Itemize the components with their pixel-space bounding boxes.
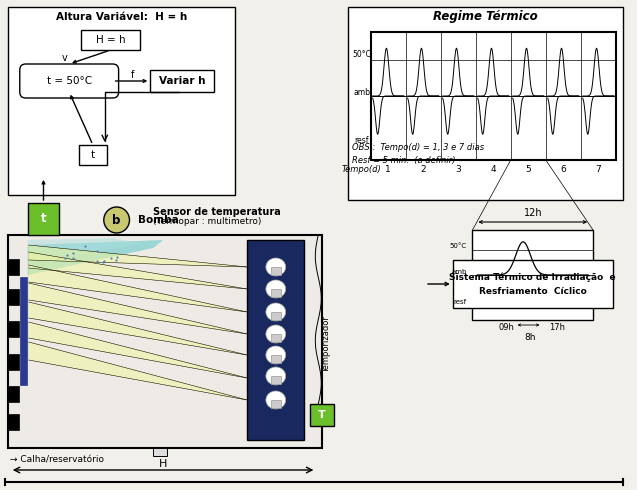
Bar <box>8 321 18 337</box>
Text: H: H <box>159 459 168 469</box>
Ellipse shape <box>266 303 285 321</box>
Bar <box>271 267 281 275</box>
Ellipse shape <box>266 280 285 298</box>
Text: t: t <box>91 150 95 160</box>
Polygon shape <box>29 265 247 312</box>
Text: f: f <box>131 70 134 80</box>
Bar <box>310 404 334 426</box>
Text: Bomba: Bomba <box>138 215 179 225</box>
Bar <box>271 312 281 320</box>
Polygon shape <box>29 245 247 267</box>
Ellipse shape <box>266 346 285 364</box>
Bar <box>8 289 18 305</box>
Bar <box>8 235 322 448</box>
Text: Sistema Térmico de Irradiação  e: Sistema Térmico de Irradiação e <box>450 272 616 282</box>
Bar <box>371 32 616 160</box>
Text: b: b <box>113 214 121 226</box>
Bar <box>8 414 18 430</box>
Text: 12h: 12h <box>524 208 542 218</box>
Polygon shape <box>27 238 143 262</box>
Bar <box>79 145 107 165</box>
Text: Temporizador: Temporizador <box>322 317 331 373</box>
Polygon shape <box>29 252 247 289</box>
Text: resf: resf <box>454 299 466 305</box>
Text: 3: 3 <box>455 166 461 174</box>
Polygon shape <box>29 342 247 400</box>
Text: 2: 2 <box>420 166 426 174</box>
Bar <box>271 334 281 342</box>
Text: resf: resf <box>355 136 369 146</box>
Text: 8h: 8h <box>525 333 536 342</box>
Bar <box>453 260 613 308</box>
Ellipse shape <box>266 367 285 385</box>
Polygon shape <box>29 322 247 378</box>
Text: 7: 7 <box>596 166 601 174</box>
Text: amb: amb <box>451 269 466 275</box>
Text: Tempo(d): Tempo(d) <box>342 166 382 174</box>
Text: (Termopar : multimetro): (Termopar : multimetro) <box>154 218 262 226</box>
Bar <box>81 30 140 50</box>
Text: t = 50°C: t = 50°C <box>47 76 92 86</box>
Circle shape <box>104 207 129 233</box>
Bar <box>8 354 18 370</box>
Text: Sensor de temperatura: Sensor de temperatura <box>154 207 281 217</box>
Text: 5: 5 <box>526 166 531 174</box>
FancyBboxPatch shape <box>20 64 118 98</box>
Text: → Calha/reservatório: → Calha/reservatório <box>10 456 104 465</box>
Text: T: T <box>318 410 326 420</box>
Text: amb: amb <box>354 89 370 98</box>
Polygon shape <box>29 283 247 334</box>
Text: OBS.:  Tempo(d) = 1, 3 e 7 dias: OBS.: Tempo(d) = 1, 3 e 7 dias <box>352 144 484 152</box>
Text: v: v <box>61 53 68 63</box>
Bar <box>20 277 27 385</box>
Bar <box>271 376 281 384</box>
Ellipse shape <box>266 325 285 343</box>
Polygon shape <box>27 240 163 275</box>
Text: 50°C: 50°C <box>352 49 371 59</box>
Text: 6: 6 <box>561 166 566 174</box>
Text: 4: 4 <box>490 166 496 174</box>
Polygon shape <box>29 302 247 355</box>
Ellipse shape <box>266 391 285 409</box>
Bar <box>271 400 281 408</box>
Bar <box>8 259 18 275</box>
Text: t: t <box>41 213 47 225</box>
Bar <box>8 386 18 402</box>
Bar <box>27 203 59 235</box>
Text: Altura Variável:  H = h: Altura Variável: H = h <box>56 12 187 22</box>
Bar <box>247 240 304 440</box>
Text: 09h: 09h <box>498 323 514 333</box>
Bar <box>473 230 593 320</box>
Bar <box>271 289 281 297</box>
Text: 1: 1 <box>385 166 391 174</box>
Bar <box>154 448 167 456</box>
Bar <box>271 355 281 363</box>
Text: Regime Térmico: Regime Térmico <box>433 10 538 24</box>
Bar <box>150 70 213 92</box>
Ellipse shape <box>266 258 285 276</box>
Text: 17h: 17h <box>549 323 565 333</box>
Bar <box>8 7 235 195</box>
Text: Variar h: Variar h <box>159 76 205 86</box>
Bar <box>348 7 623 200</box>
Text: Resf = 5 min.  (a definir): Resf = 5 min. (a definir) <box>352 155 455 165</box>
Text: 50°C: 50°C <box>450 243 466 249</box>
Text: Resfriamento  Cíclico: Resfriamento Cíclico <box>479 287 587 295</box>
Text: H = h: H = h <box>96 35 125 45</box>
